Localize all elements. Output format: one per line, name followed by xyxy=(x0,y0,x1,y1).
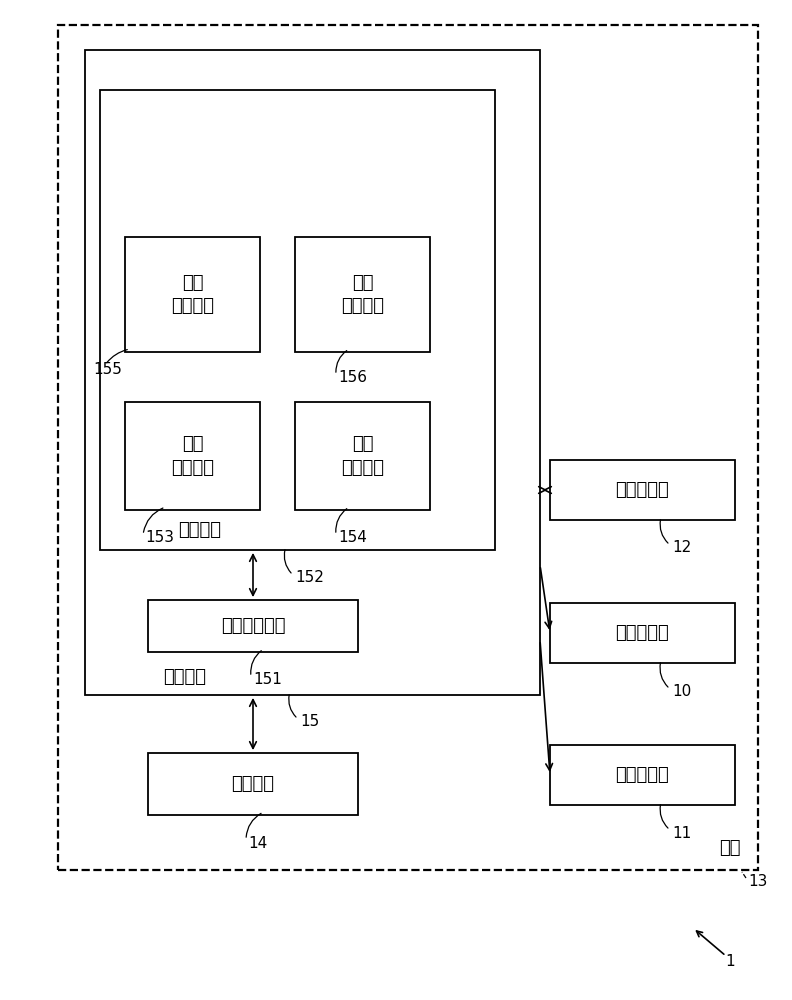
Bar xyxy=(125,402,260,510)
Bar xyxy=(100,90,495,550)
Text: 152: 152 xyxy=(295,570,324,585)
Text: 处理模块: 处理模块 xyxy=(163,668,207,686)
Text: 14: 14 xyxy=(248,836,267,850)
Text: 第二
判断单元: 第二 判断单元 xyxy=(341,274,384,315)
Bar xyxy=(85,50,540,695)
Text: 壳体: 壳体 xyxy=(719,839,741,857)
Bar xyxy=(148,753,358,815)
Bar xyxy=(550,603,735,663)
Text: 第一
判断单元: 第一 判断单元 xyxy=(171,274,214,315)
Text: 中央传感器: 中央传感器 xyxy=(615,624,669,642)
Bar xyxy=(295,402,430,510)
Text: 第一传感器: 第一传感器 xyxy=(615,766,669,784)
Text: 12: 12 xyxy=(672,540,691,556)
Bar xyxy=(550,745,735,805)
Bar xyxy=(148,600,358,652)
Bar xyxy=(58,25,758,870)
Text: 15: 15 xyxy=(300,714,319,730)
Text: 11: 11 xyxy=(672,826,691,840)
Bar xyxy=(295,237,430,352)
Text: 154: 154 xyxy=(338,530,367,546)
Text: 运动模块: 运动模块 xyxy=(231,775,275,793)
Text: 1: 1 xyxy=(725,954,735,970)
Bar xyxy=(125,237,260,352)
Text: 中央
判断单元: 中央 判断单元 xyxy=(171,435,214,477)
Text: 155: 155 xyxy=(93,362,122,377)
Text: 导向启动单元: 导向启动单元 xyxy=(221,617,285,635)
Bar xyxy=(550,460,735,520)
Text: 10: 10 xyxy=(672,684,691,700)
Text: 151: 151 xyxy=(253,672,282,688)
Text: 13: 13 xyxy=(748,874,767,890)
Text: 156: 156 xyxy=(338,370,367,385)
Text: 第二传感器: 第二传感器 xyxy=(615,481,669,499)
Text: 时间
校正单元: 时间 校正单元 xyxy=(341,435,384,477)
Text: 153: 153 xyxy=(145,530,174,546)
Text: 控制单元: 控制单元 xyxy=(178,521,222,539)
